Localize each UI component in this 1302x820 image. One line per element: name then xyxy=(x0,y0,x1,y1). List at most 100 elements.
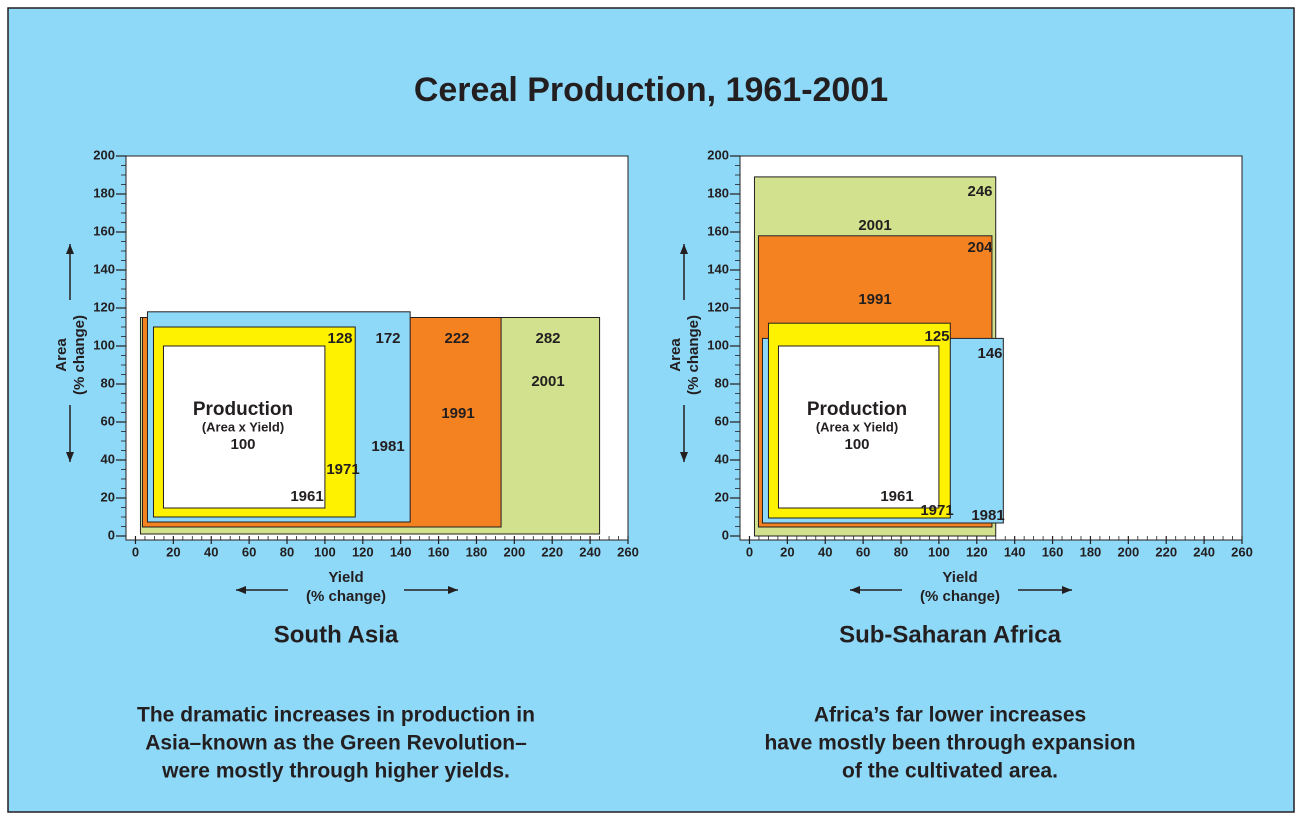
arrow-head xyxy=(1062,586,1072,594)
y-axis-label: (% change) xyxy=(71,315,88,395)
x-tick-label: 100 xyxy=(928,544,950,559)
x-tick-label: 160 xyxy=(428,544,450,559)
production-label: 128 xyxy=(327,330,352,347)
caption: have mostly been through expansion xyxy=(764,732,1135,755)
main-title: Cereal Production, 1961-2001 xyxy=(414,71,888,109)
x-tick-label: 120 xyxy=(966,544,988,559)
y-tick-label: 40 xyxy=(101,451,115,466)
x-tick-label: 200 xyxy=(1117,544,1139,559)
y-tick-label: 80 xyxy=(101,375,115,390)
production-label: 125 xyxy=(924,328,949,345)
y-tick-label: 200 xyxy=(707,147,729,162)
y-tick-label: 20 xyxy=(101,489,115,504)
x-axis-label: (% change) xyxy=(920,588,1000,605)
y-tick-label: 140 xyxy=(93,261,115,276)
y-axis-label: Area xyxy=(667,338,684,372)
production-rect xyxy=(777,345,940,509)
x-tick-label: 220 xyxy=(541,544,563,559)
x-tick-label: 0 xyxy=(746,544,753,559)
year-label: 1991 xyxy=(441,405,474,422)
x-tick-label: 260 xyxy=(1231,544,1253,559)
year-label: 1981 xyxy=(971,507,1004,524)
production-label: 146 xyxy=(977,345,1002,362)
x-tick-label: 40 xyxy=(204,544,218,559)
x-tick-label: 220 xyxy=(1155,544,1177,559)
y-tick-label: 60 xyxy=(101,413,115,428)
caption: were mostly through higher yields. xyxy=(161,760,510,783)
caption: Asia–known as the Green Revolution– xyxy=(145,732,527,755)
year-label: 1961 xyxy=(290,488,323,505)
x-tick-label: 140 xyxy=(1004,544,1026,559)
x-tick-label: 120 xyxy=(352,544,374,559)
year-label: 1991 xyxy=(858,291,891,308)
x-tick-label: 80 xyxy=(280,544,294,559)
y-axis-label: Area xyxy=(53,338,70,372)
year-label: 2001 xyxy=(531,373,564,390)
production-label: 222 xyxy=(444,330,469,347)
x-tick-label: 40 xyxy=(818,544,832,559)
production-label: 282 xyxy=(535,330,560,347)
x-axis-label: Yield xyxy=(328,569,363,586)
x-tick-label: 180 xyxy=(1080,544,1102,559)
arrow-head xyxy=(66,244,74,254)
year-label: 2001 xyxy=(858,217,891,234)
x-tick-label: 260 xyxy=(617,544,639,559)
x-tick-label: 240 xyxy=(579,544,601,559)
x-tick-label: 20 xyxy=(780,544,794,559)
x-axis-label: Yield xyxy=(942,569,977,586)
x-tick-label: 140 xyxy=(390,544,412,559)
year-label: 1961 xyxy=(880,488,913,505)
x-axis-label: (% change) xyxy=(306,588,386,605)
center-label: Production xyxy=(193,399,293,420)
year-label: 1971 xyxy=(326,461,359,478)
arrow-head xyxy=(850,586,860,594)
caption: of the cultivated area. xyxy=(842,760,1058,783)
y-tick-label: 160 xyxy=(707,223,729,238)
y-tick-label: 80 xyxy=(715,375,729,390)
y-tick-label: 180 xyxy=(707,185,729,200)
x-tick-label: 100 xyxy=(314,544,336,559)
arrow-head xyxy=(448,586,458,594)
y-tick-label: 120 xyxy=(707,299,729,314)
y-tick-label: 60 xyxy=(715,413,729,428)
production-rect xyxy=(162,345,326,509)
center-sublabel: (Area x Yield) xyxy=(202,419,284,434)
production-label: 172 xyxy=(375,330,400,347)
y-tick-label: 100 xyxy=(707,337,729,352)
x-tick-label: 160 xyxy=(1042,544,1064,559)
center-sublabel: (Area x Yield) xyxy=(816,419,898,434)
y-tick-label: 140 xyxy=(707,261,729,276)
caption: The dramatic increases in production in xyxy=(137,704,535,727)
y-tick-label: 200 xyxy=(93,147,115,162)
x-tick-label: 180 xyxy=(466,544,488,559)
year-label: 1971 xyxy=(920,502,953,519)
production-label: 100 xyxy=(844,436,869,453)
arrow-head xyxy=(680,244,688,254)
production-label: 246 xyxy=(967,183,992,200)
x-tick-label: 240 xyxy=(1193,544,1215,559)
center-label: Production xyxy=(807,399,907,420)
y-tick-label: 100 xyxy=(93,337,115,352)
panel-title: Sub-Saharan Africa xyxy=(839,621,1061,648)
arrow-head xyxy=(680,452,688,462)
year-label: 1981 xyxy=(371,438,404,455)
y-tick-label: 0 xyxy=(722,527,729,542)
y-tick-label: 0 xyxy=(108,527,115,542)
x-tick-label: 80 xyxy=(894,544,908,559)
caption: Africa’s far lower increases xyxy=(814,704,1086,727)
x-tick-label: 60 xyxy=(856,544,870,559)
y-tick-label: 20 xyxy=(715,489,729,504)
y-tick-label: 180 xyxy=(93,185,115,200)
panel-title: South Asia xyxy=(274,621,399,648)
x-tick-label: 0 xyxy=(132,544,139,559)
y-tick-label: 40 xyxy=(715,451,729,466)
x-tick-label: 60 xyxy=(242,544,256,559)
x-tick-label: 20 xyxy=(166,544,180,559)
y-axis-label: (% change) xyxy=(685,315,702,395)
y-tick-label: 120 xyxy=(93,299,115,314)
production-label: 100 xyxy=(230,436,255,453)
y-tick-label: 160 xyxy=(93,223,115,238)
arrow-head xyxy=(236,586,246,594)
